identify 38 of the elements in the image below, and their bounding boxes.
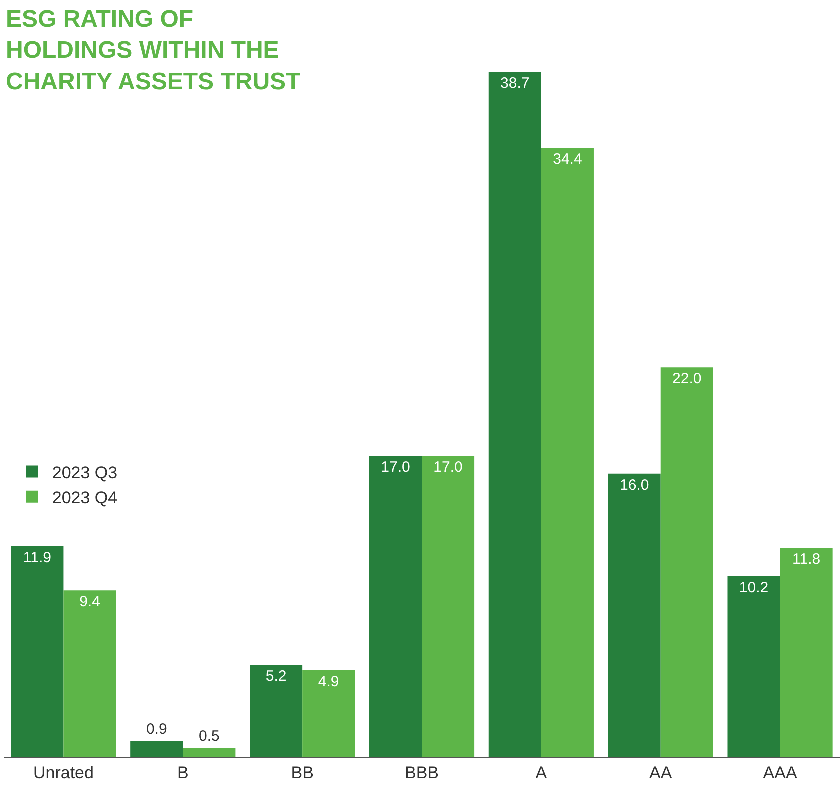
bar [728, 576, 780, 757]
x-tick-label: BB [291, 763, 314, 782]
data-label: 17.0 [434, 459, 463, 476]
x-tick-label: BBB [404, 763, 440, 782]
bar [660, 368, 714, 757]
data-label: 17.0 [381, 459, 410, 476]
bar [302, 670, 356, 757]
x-tick-label: B [177, 763, 189, 782]
bar [250, 664, 303, 757]
x-tick-label: Unrated [33, 763, 94, 782]
bar [64, 590, 116, 757]
data-label: 9.4 [80, 594, 100, 611]
bar [130, 741, 184, 757]
bar [183, 748, 236, 757]
data-label: 11.8 [792, 551, 821, 568]
data-label: 38.7 [500, 75, 530, 92]
x-tick-label: A [536, 763, 548, 782]
data-label: 0.5 [198, 728, 220, 746]
bar [422, 456, 475, 757]
legend-label: 2023 Q4 [52, 488, 118, 508]
data-label: 10.2 [739, 579, 769, 596]
bar [369, 456, 422, 757]
bar [608, 474, 661, 757]
data-label: 11.9 [23, 549, 52, 566]
bar [780, 548, 833, 757]
x-tick-label: AAA [763, 763, 798, 782]
data-label: 22.0 [672, 370, 702, 388]
bar [541, 148, 594, 757]
data-label: 4.9 [318, 673, 340, 690]
data-label: 5.2 [266, 668, 287, 685]
data-label: 0.9 [146, 721, 168, 738]
bar [488, 72, 542, 757]
chart-title: ESG RATING OF HOLDINGS WITHIN THE CHARITY ASSETS TRUST [6, 6, 302, 96]
bar [11, 546, 64, 757]
data-label: 34.4 [553, 151, 582, 168]
x-tick-label: AA [650, 763, 673, 782]
legend-label: 2023 Q3 [52, 463, 118, 482]
data-label: 16.0 [620, 476, 650, 494]
